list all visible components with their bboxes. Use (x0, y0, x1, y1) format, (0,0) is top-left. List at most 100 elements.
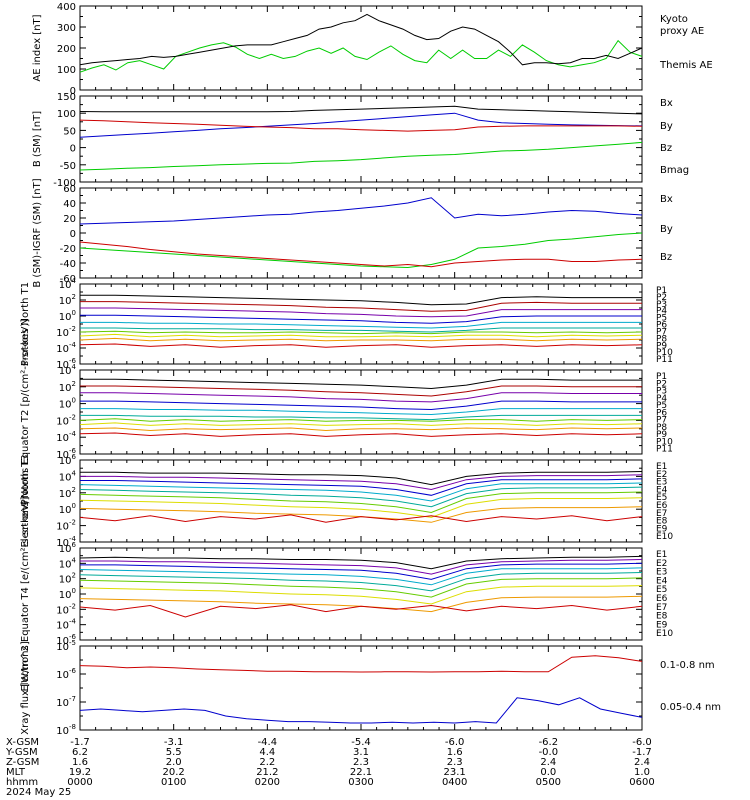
y-axis-title: Xray flux [W/m^2] (20, 641, 31, 735)
legend-label: E10 (656, 629, 673, 639)
legend-label: proxy AE (660, 26, 704, 37)
y-tick-label: 10-2 (56, 325, 76, 339)
y-tick-label: 100 (59, 587, 76, 601)
y-tick-label: 10-6 (56, 667, 76, 681)
legend-label: 0.1-0.8 nm (660, 660, 715, 671)
series-line-p8 (79, 422, 643, 426)
series-line-p9 (79, 427, 643, 432)
legend-label: E9 (656, 524, 668, 534)
footer-value: 0100 (161, 777, 186, 788)
y-tick-label: 0 (70, 86, 76, 97)
footer-row-label: MLT (6, 767, 26, 778)
panel-5: Protons Equator T2 [p/(cm²-s-sr-keV)] P1P… (20, 319, 673, 506)
series-line-p5 (80, 408, 642, 416)
series-line-by (79, 141, 643, 171)
series-line-e4 (79, 482, 643, 502)
series-line-e4 (79, 567, 643, 586)
footer-value: -4.4 (258, 737, 278, 748)
series-line-p1 (80, 294, 642, 306)
footer-value: 0300 (348, 777, 373, 788)
y-axis-title: Electrons North T3 (20, 454, 31, 547)
series-line-p2 (80, 385, 642, 397)
legend-label: E10 (656, 532, 673, 542)
series-line-bz (79, 241, 643, 268)
series-line-kyoto-proxy-ae (79, 39, 643, 73)
panel-frame (79, 645, 643, 731)
legend-label: P1 (656, 286, 667, 296)
y-tick-label: 104 (59, 556, 77, 570)
series-line-bx (79, 112, 643, 138)
footer-row-label: X-GSM (6, 737, 39, 748)
y-tick-label: 50 (63, 126, 76, 137)
footer-value: 0200 (255, 777, 280, 788)
legend-label: E5 (656, 493, 667, 503)
footer-date: 2024 May 25 (6, 787, 71, 798)
legend-label: P10 (656, 348, 673, 358)
legend-label: P8 (656, 334, 667, 344)
orbit-footer: X-GSM -1.7 -3.1 -4.4 -5.4 -6.0 -6.2 -6.0 Y-GSM 6.… (5, 737, 655, 798)
series-line-themis-ae (79, 13, 643, 66)
y-tick-label: 10-4 (56, 618, 76, 632)
panel-2: B (SM) [nT] Bx By Bz Bmag (32, 95, 689, 183)
legend-label: P7 (656, 327, 667, 337)
footer-value: 2.4 (634, 757, 650, 768)
legend-label: E2 (656, 559, 667, 569)
footer-row-label: hhmm (6, 777, 38, 788)
y-tick-label: -60 (60, 274, 76, 285)
legend-label: Bmag (660, 165, 689, 176)
series-line-bx (79, 197, 643, 225)
series-line-e7 (79, 497, 643, 518)
series-line-e1 (79, 555, 643, 570)
series-line-0-05-0-4-nm (79, 697, 643, 724)
footer-value: 23.1 (444, 767, 466, 778)
y-axis-title: B (SM) [nT] (32, 111, 43, 167)
y-tick-label: -20 (60, 244, 76, 255)
footer-value: 1.6 (72, 757, 88, 768)
legend-label: P7 (656, 416, 667, 426)
footer-value: -6.2 (539, 737, 559, 748)
series-line-e6 (79, 577, 643, 598)
legend-label: E8 (656, 517, 668, 527)
y-tick-label: 10-7 (56, 695, 76, 709)
footer-value: -0.0 (539, 747, 559, 758)
legend-label: P1 (656, 372, 667, 382)
y-axis-title: Protons Equator T2 [p/(cm²-s-sr-keV)] (20, 319, 31, 506)
y-tick-label: 10-8 (56, 723, 76, 737)
y-tick-label: 102 (59, 486, 76, 500)
y-tick-label: 102 (59, 380, 76, 394)
y-tick-label: 100 (59, 309, 76, 323)
panel-3: B (SM)-IGRF (SM) [nT] Bx By Bz (32, 178, 673, 287)
series-line-p3 (80, 392, 642, 403)
y-axis-title: B (SM)-IGRF (SM) [nT] (32, 178, 43, 287)
legend-label: P6 (656, 321, 667, 331)
series-line-e5 (79, 486, 643, 508)
legend-label: P11 (656, 355, 673, 365)
legend-label: E1 (656, 550, 667, 560)
y-tick-label: 100 (59, 502, 76, 516)
y-tick-label: 100 (57, 65, 76, 76)
footer-value: -6.0 (445, 737, 465, 748)
y-tick-label: -40 (60, 259, 76, 270)
footer-value: 22.1 (350, 767, 372, 778)
y-tick-label: 10-6 (56, 633, 76, 647)
y-tick-label: 40 (63, 199, 76, 210)
footer-value: 4.4 (259, 747, 275, 758)
legend-label: E4 (656, 485, 668, 495)
footer-value: -3.1 (164, 737, 184, 748)
legend-label: P2 (656, 379, 667, 389)
footer-value: 5.5 (166, 747, 182, 758)
series-line-e9 (79, 604, 643, 618)
legend-label: P5 (656, 314, 667, 324)
y-tick-label: 10-2 (56, 519, 76, 533)
legend-label: P4 (656, 307, 667, 317)
footer-value: 0.0 (540, 767, 556, 778)
series-line-p1 (80, 378, 642, 390)
series-line-p6 (80, 414, 642, 421)
y-axis-title: Protons North T1 (20, 282, 31, 366)
y-tick-label: 102 (59, 293, 76, 307)
legend-label: E2 (656, 470, 667, 480)
footer-value: 2.0 (166, 757, 182, 768)
legend-label: E3 (656, 478, 667, 488)
